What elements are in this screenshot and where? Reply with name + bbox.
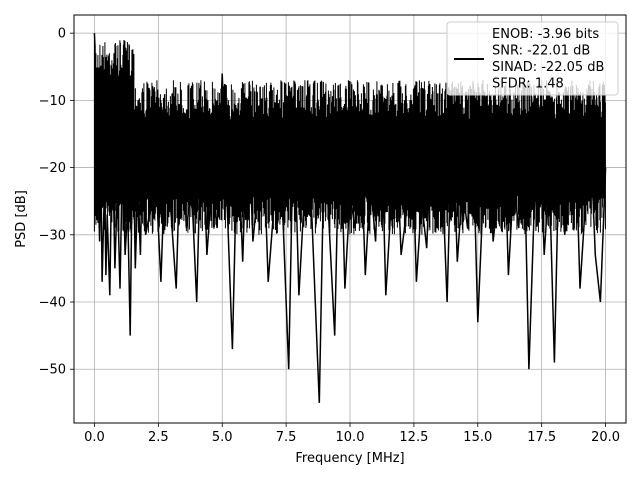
y-axis-ticks: 0 −10 −20 −30 −40 −50 xyxy=(39,27,74,378)
x-tick-label: 15.0 xyxy=(463,430,492,445)
y-tick-label: −50 xyxy=(39,363,66,378)
y-tick-label: −30 xyxy=(39,228,66,243)
x-tick-label: 5.0 xyxy=(212,430,233,445)
x-tick-label: 10.0 xyxy=(336,430,365,445)
legend-box xyxy=(446,21,619,96)
legend-stat-line: SFDR: 1.48 xyxy=(492,77,564,92)
y-tick-label: 0 xyxy=(58,27,66,42)
x-axis-ticks: 0.0 2.5 5.0 7.5 10.0 12.5 15.0 17.5 20.0 xyxy=(84,423,620,445)
x-tick-label: 17.5 xyxy=(527,430,556,445)
x-tick-label: 12.5 xyxy=(399,430,428,445)
x-tick-label: 0.0 xyxy=(84,430,105,445)
legend: ENOB: -3.96 bits SNR: -22.01 dB SINAD: -22… xyxy=(446,21,619,96)
legend-stat-line: SINAD: -22.05 dB xyxy=(492,60,604,75)
x-tick-label: 2.5 xyxy=(148,430,169,445)
y-axis-label: PSD [dB] xyxy=(14,190,29,248)
y-tick-label: −10 xyxy=(39,94,66,109)
legend-stat-line: SNR: -22.01 dB xyxy=(492,44,590,59)
y-tick-label: −20 xyxy=(39,161,66,176)
x-axis-label: Frequency [MHz] xyxy=(295,451,404,466)
x-tick-label: 20.0 xyxy=(591,430,620,445)
signal-traces xyxy=(93,33,607,403)
legend-stat-line: ENOB: -3.96 bits xyxy=(492,27,599,42)
psd-series-line xyxy=(93,33,607,403)
x-tick-label: 7.5 xyxy=(276,430,297,445)
legend-label: ENOB: -3.96 bits SNR: -22.01 dB SINAD: -22… xyxy=(492,27,604,92)
y-tick-label: −40 xyxy=(39,296,66,311)
